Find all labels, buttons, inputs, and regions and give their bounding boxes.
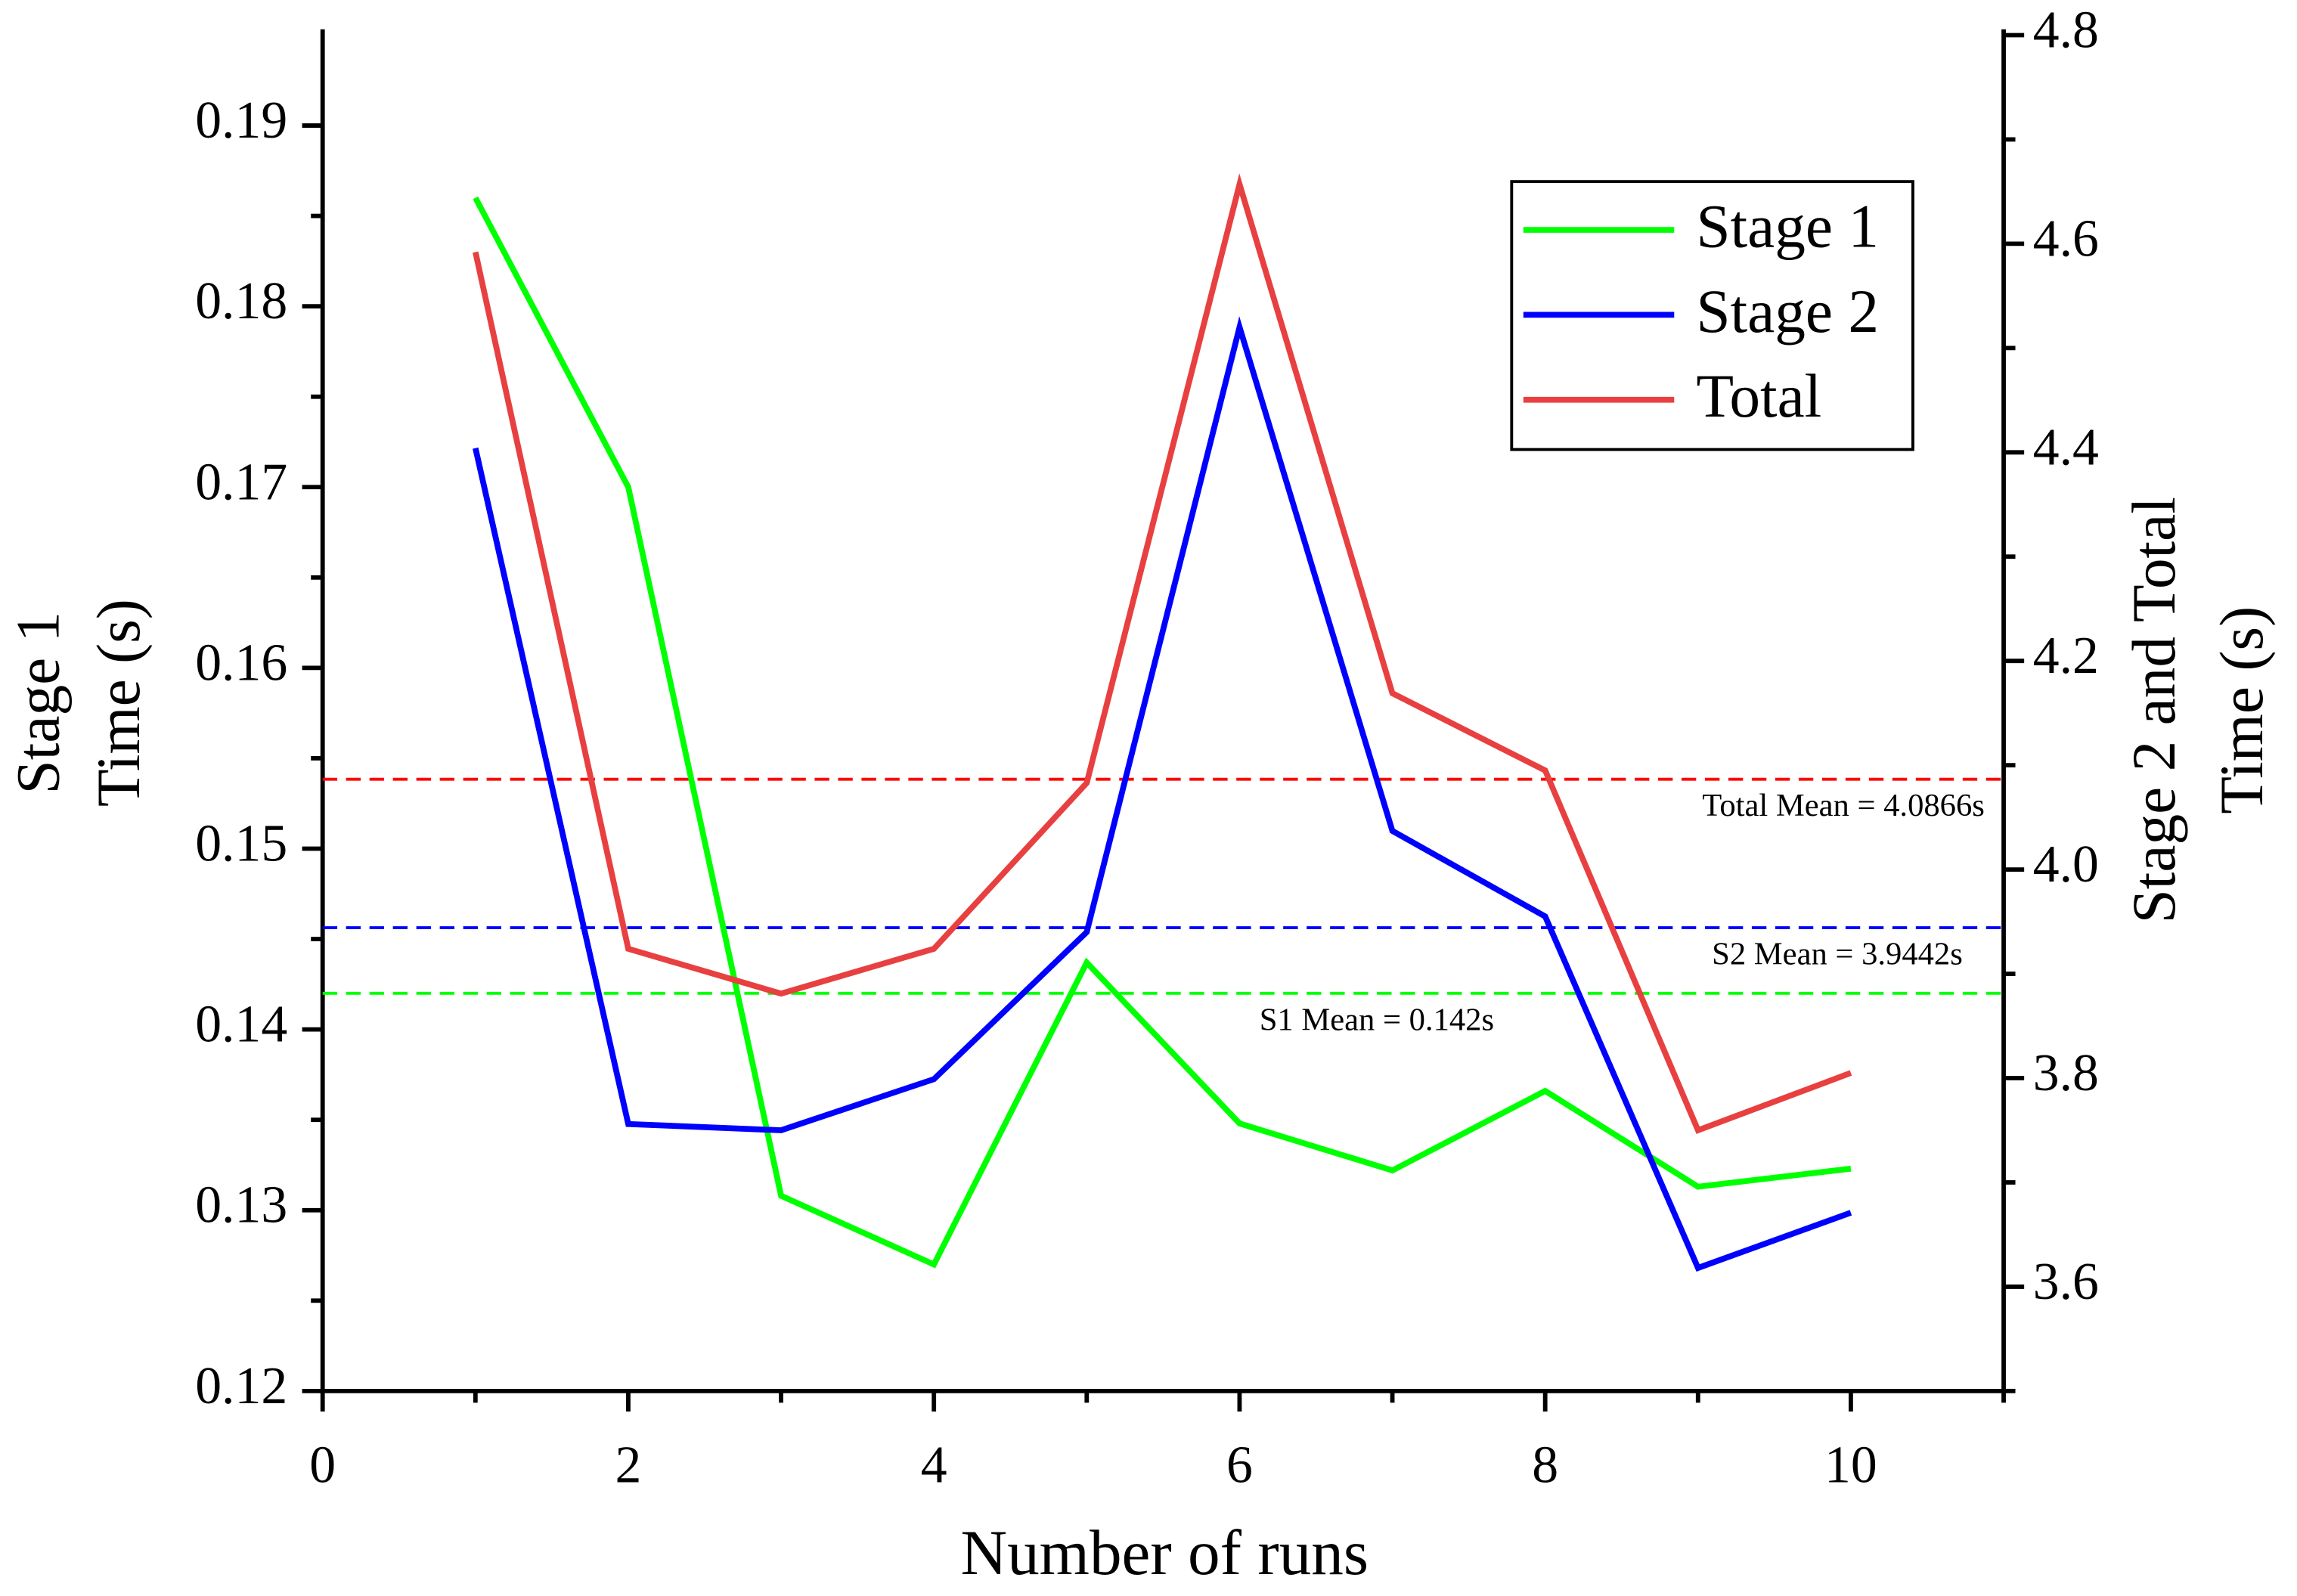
legend-label: Stage 1 — [1696, 193, 1879, 261]
y2-axis-label-line: Stage 2 and Total — [2120, 497, 2188, 923]
mean-label: S1 Mean = 0.142s — [1260, 1002, 1494, 1037]
series-line — [473, 196, 1852, 1269]
x-tick-label: 2 — [615, 1436, 642, 1494]
y2-tick-label: 4.6 — [2033, 209, 2099, 268]
y-tick-label: 0.15 — [195, 815, 287, 873]
y2-tick-label: 4.4 — [2033, 418, 2099, 476]
x-tick-label: 6 — [1226, 1436, 1253, 1494]
x-tick-label: 10 — [1824, 1436, 1877, 1494]
x-axis-label: Number of runs — [961, 1517, 1369, 1588]
y2-axis-label-line: Time (s) — [2208, 606, 2276, 814]
y2-tick-label: 4.0 — [2033, 835, 2099, 894]
y-tick-label: 0.19 — [195, 91, 287, 150]
y2-axis-label: Stage 2 and Total Time (s) — [2120, 497, 2276, 923]
y-tick-label: 0.16 — [195, 634, 287, 692]
mean-label: S2 Mean = 3.9442s — [1712, 937, 1963, 972]
y2-tick-label: 3.6 — [2033, 1253, 2099, 1311]
y2-tick-label: 3.8 — [2033, 1044, 2099, 1102]
y-tick-label: 0.13 — [195, 1176, 287, 1235]
x-tick-label: 0 — [309, 1436, 336, 1494]
legend-label: Total — [1696, 362, 1821, 430]
series-line — [473, 173, 1852, 1134]
y2-tick-label: 4.8 — [2033, 1, 2099, 59]
mean-label: Total Mean = 4.0866s — [1702, 788, 1985, 823]
y-tick-label: 0.17 — [195, 453, 287, 511]
y-axis-label-line: Time (s) — [85, 599, 153, 807]
x-tick-label: 8 — [1532, 1436, 1558, 1494]
legend-label: Stage 2 — [1696, 277, 1879, 346]
y-axis-label: Stage 1 Time (s) — [4, 599, 153, 807]
y2-tick-label: 4.2 — [2033, 627, 2099, 685]
y-tick-label: 0.14 — [195, 996, 287, 1054]
y-axis-label-line: Stage 1 — [4, 612, 72, 795]
y-tick-label: 0.12 — [195, 1357, 287, 1415]
series-line — [473, 316, 1852, 1272]
x-tick-label: 4 — [921, 1436, 947, 1494]
y-tick-label: 0.18 — [195, 272, 287, 330]
